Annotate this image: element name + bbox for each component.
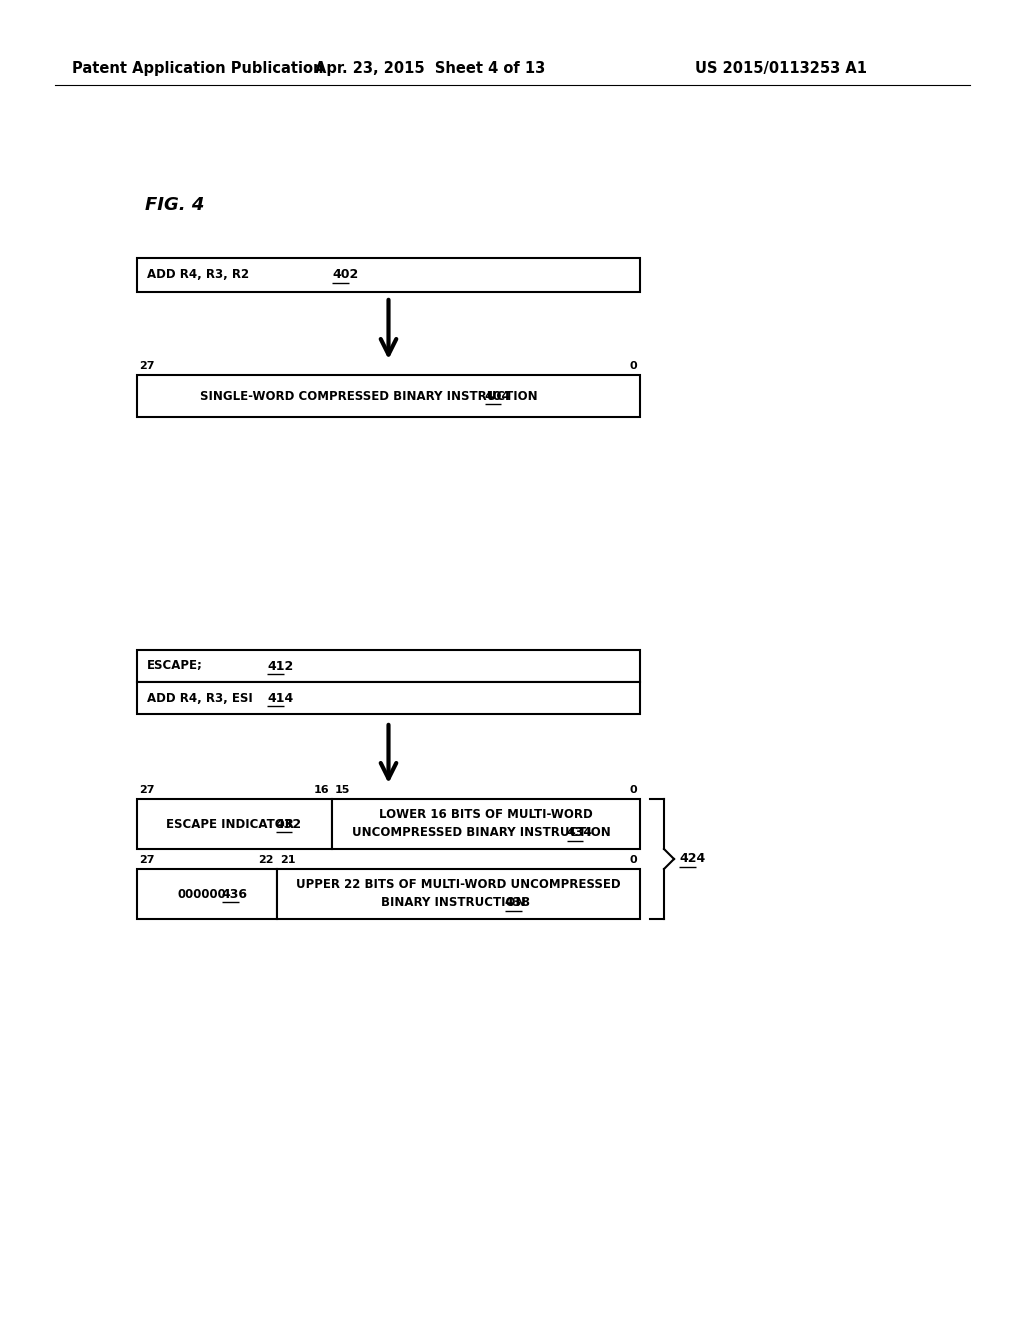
Text: Patent Application Publication: Patent Application Publication — [72, 61, 324, 75]
Text: UPPER 22 BITS OF MULTI-WORD UNCOMPRESSED: UPPER 22 BITS OF MULTI-WORD UNCOMPRESSED — [296, 879, 621, 891]
Bar — [137, 649, 640, 682]
Text: Apr. 23, 2015  Sheet 4 of 13: Apr. 23, 2015 Sheet 4 of 13 — [314, 61, 545, 75]
Text: 436: 436 — [222, 887, 248, 900]
Text: 0: 0 — [630, 855, 637, 865]
Text: ESCAPE INDICATOR: ESCAPE INDICATOR — [166, 817, 294, 830]
Text: US 2015/0113253 A1: US 2015/0113253 A1 — [695, 61, 867, 75]
Text: 434: 434 — [566, 826, 593, 840]
Text: 27: 27 — [139, 785, 155, 795]
Text: 16: 16 — [313, 785, 329, 795]
Text: 21: 21 — [280, 855, 296, 865]
Text: 402: 402 — [332, 268, 358, 281]
Text: 27: 27 — [139, 360, 155, 371]
Bar — [278, 869, 640, 919]
Text: 432: 432 — [275, 817, 302, 830]
Text: 27: 27 — [139, 855, 155, 865]
Bar — [137, 375, 640, 417]
Bar — [137, 869, 278, 919]
Bar — [137, 799, 332, 849]
Text: 438: 438 — [505, 896, 530, 909]
Bar — [137, 257, 640, 292]
Bar — [332, 799, 640, 849]
Text: BINARY INSTRUCTION: BINARY INSTRUCTION — [381, 896, 525, 909]
Text: 0: 0 — [630, 360, 637, 371]
Text: LOWER 16 BITS OF MULTI-WORD: LOWER 16 BITS OF MULTI-WORD — [379, 808, 593, 821]
Text: ESCAPE;: ESCAPE; — [147, 660, 203, 672]
Text: 412: 412 — [267, 660, 293, 672]
Text: 22: 22 — [258, 855, 274, 865]
Text: UNCOMPRESSED BINARY INSTRUCTION: UNCOMPRESSED BINARY INSTRUCTION — [351, 826, 610, 840]
Text: 414: 414 — [267, 692, 293, 705]
Text: SINGLE-WORD COMPRESSED BINARY INSTRUCTION: SINGLE-WORD COMPRESSED BINARY INSTRUCTIO… — [200, 389, 538, 403]
Text: 404: 404 — [484, 389, 511, 403]
Text: ADD R4, R3, R2: ADD R4, R3, R2 — [147, 268, 249, 281]
Text: 15: 15 — [335, 785, 350, 795]
Bar — [137, 682, 640, 714]
Text: ADD R4, R3, ESI: ADD R4, R3, ESI — [147, 692, 253, 705]
Text: 000000: 000000 — [177, 887, 226, 900]
Text: FIG. 4: FIG. 4 — [145, 195, 205, 214]
Text: 424: 424 — [679, 853, 706, 866]
Text: 0: 0 — [630, 785, 637, 795]
